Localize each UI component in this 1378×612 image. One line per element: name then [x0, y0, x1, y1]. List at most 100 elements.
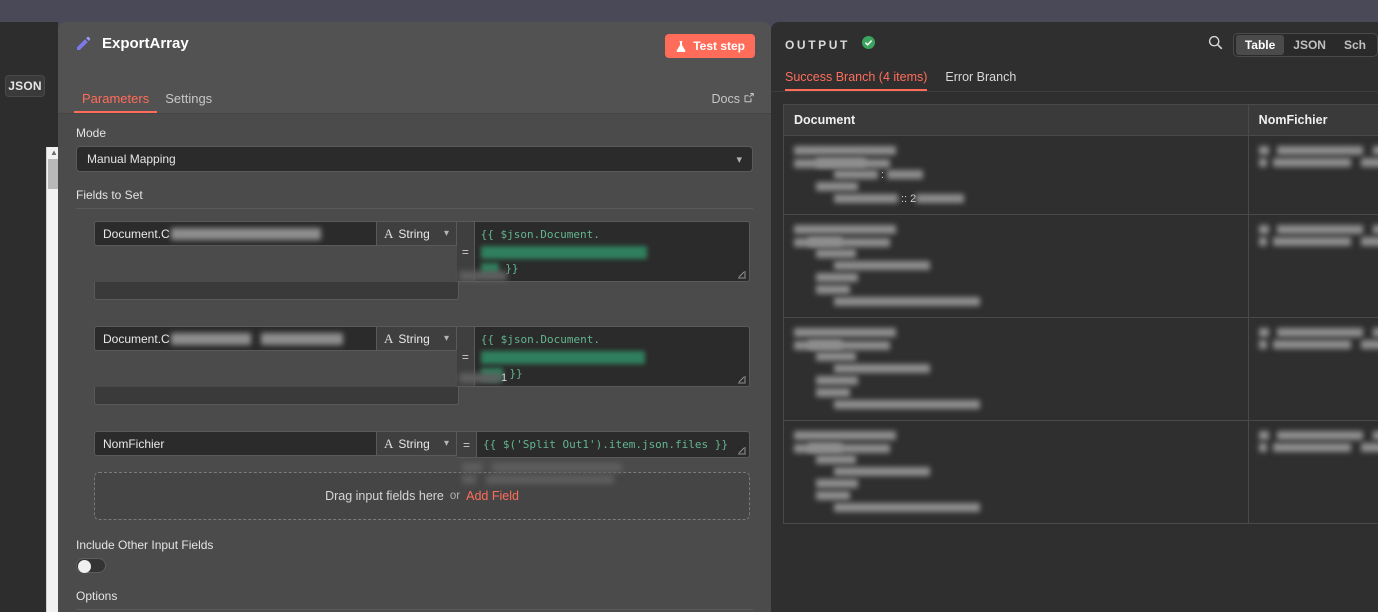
- redacted-text: [794, 248, 1238, 259]
- redacted-text: [1258, 157, 1378, 168]
- node-title: ExportArray: [102, 34, 189, 52]
- field-hint: [459, 267, 507, 285]
- divider: [76, 208, 753, 209]
- redacted-text: [794, 399, 1238, 410]
- field-type-select[interactable]: A String ▾: [377, 221, 457, 246]
- view-mode-schema[interactable]: Sch: [1343, 38, 1366, 52]
- redacted-text: [794, 236, 1238, 247]
- expression-prefix: {{ $json.Document.: [480, 333, 600, 346]
- redacted-text: [794, 454, 1238, 465]
- node-title-row: ExportArray: [58, 22, 771, 52]
- mode-select[interactable]: Manual Mapping ▾: [76, 146, 753, 172]
- field-name-text: Document.C: [103, 226, 170, 241]
- equals-icon[interactable]: =: [457, 326, 475, 387]
- include-other-input-fields-label: Include Other Input Fields: [76, 538, 214, 552]
- field-type-select[interactable]: A String ▾: [377, 431, 457, 456]
- table-row[interactable]: 5.xml: [783, 214, 1378, 318]
- add-field-button[interactable]: Add Field: [466, 489, 519, 503]
- external-link-icon: [744, 92, 755, 106]
- options-label: Options: [76, 589, 118, 603]
- mode-value: Manual Mapping: [87, 152, 176, 166]
- redacted-text: [794, 181, 1238, 192]
- tab-settings[interactable]: Settings: [165, 91, 213, 106]
- chevron-down-icon: ▾: [443, 228, 449, 239]
- view-mode-table[interactable]: Table: [1235, 35, 1285, 55]
- redacted-text: [794, 260, 1238, 271]
- tab-error-branch[interactable]: Error Branch: [945, 70, 1017, 84]
- test-step-button[interactable]: Test step: [665, 34, 755, 58]
- redacted-text: [170, 227, 321, 240]
- drop-zone-text: Drag input fields here: [325, 489, 444, 503]
- redacted-text: [794, 430, 1238, 453]
- field-name-input-underrow[interactable]: [94, 387, 459, 405]
- output-title: OUTPUT: [785, 38, 850, 52]
- resize-handle-icon[interactable]: [737, 375, 746, 384]
- equals-icon[interactable]: =: [457, 221, 475, 282]
- divider: [76, 609, 753, 610]
- field-expression-editor[interactable]: {{ $('Split Out1').item.json.files }}: [477, 431, 750, 458]
- redacted-expression: [480, 350, 645, 364]
- field-row: Document.C A String ▾ = {{ $json.Documen…: [94, 221, 750, 300]
- redacted-text: [794, 224, 1238, 247]
- field-name-input[interactable]: Document.C: [94, 326, 377, 351]
- string-type-icon: A: [384, 435, 394, 451]
- field-expression-editor[interactable]: {{ $json.Document. }}: [474, 326, 750, 387]
- redacted-text: [794, 478, 1238, 489]
- node-settings-panel: ExportArray Test step Parameters Setting…: [58, 22, 771, 612]
- chevron-down-icon: ▾: [443, 333, 449, 344]
- redacted-text: :: 2: [794, 193, 1238, 205]
- field-name-input[interactable]: Document.C: [94, 221, 377, 246]
- json-view-button[interactable]: JSON: [5, 75, 45, 97]
- view-mode-json[interactable]: JSON: [1293, 38, 1326, 52]
- table-row[interactable]: .xml: [783, 317, 1378, 421]
- redacted-text: [794, 375, 1238, 386]
- resize-handle-icon[interactable]: [737, 446, 746, 455]
- tab-success-branch[interactable]: Success Branch (4 items): [785, 70, 927, 91]
- redacted-text: [794, 466, 1238, 477]
- cell-nomfichier: .xml: [1247, 420, 1378, 524]
- field-name-input[interactable]: NomFichier: [94, 431, 377, 456]
- cell-document: [783, 317, 1249, 421]
- field-expression-editor[interactable]: {{ $json.Document. }}: [474, 221, 750, 282]
- scroll-up-arrow-icon[interactable]: ▲: [50, 148, 58, 157]
- scrollbar-thumb[interactable]: [48, 159, 60, 189]
- redacted-text: [794, 327, 1238, 350]
- table-row[interactable]: .xml: [783, 420, 1378, 524]
- redacted-text: [170, 332, 251, 345]
- equals-icon[interactable]: =: [457, 431, 477, 458]
- search-icon[interactable]: [1208, 35, 1223, 55]
- redacted-text: [486, 475, 615, 485]
- column-header-nomfichier[interactable]: NomFichier: [1247, 104, 1378, 136]
- output-header: OUTPUT Table JSON Sch: [771, 22, 1378, 62]
- field-type-value: String: [398, 226, 430, 241]
- redacted-text: [462, 463, 482, 473]
- drop-zone[interactable]: Drag input fields here or Add Field: [94, 472, 750, 520]
- cell-document: [783, 214, 1249, 318]
- cell-nomfichier: 5.xml: [1247, 214, 1378, 318]
- docs-link[interactable]: Docs: [712, 92, 755, 106]
- field-hint-suffix: 1: [501, 372, 508, 384]
- redacted-expression: [480, 245, 647, 259]
- left-scrollbar[interactable]: ▲: [46, 147, 60, 612]
- node-panel-header: ExportArray Test step: [58, 22, 771, 84]
- tab-parameters[interactable]: Parameters: [74, 91, 157, 113]
- output-table-wrap: Document NomFichier :::25.xml.xml.xml: [771, 92, 1378, 524]
- redacted-text: [794, 363, 1238, 374]
- drop-zone-or: or: [449, 490, 461, 502]
- table-row[interactable]: ::: 2: [783, 135, 1378, 215]
- cell-document: ::: 2: [783, 135, 1249, 215]
- field-row: Document.C A String ▾ = {{ $json.Documen…: [94, 326, 750, 405]
- redacted-text: 5.xml: [1258, 224, 1378, 235]
- chevron-down-icon: ▾: [736, 153, 742, 166]
- redacted-text: :: [794, 169, 1238, 181]
- resize-handle-icon[interactable]: [737, 270, 746, 279]
- output-view-mode-switch: Table JSON Sch: [1232, 33, 1378, 57]
- redacted-text: [1258, 145, 1378, 156]
- field-row: NomFichier A String ▾ = {{ $('Split Out1…: [94, 431, 750, 485]
- field-name-input-underrow[interactable]: [94, 282, 459, 300]
- expression-prefix: {{ $json.Document.: [480, 228, 600, 241]
- column-header-document[interactable]: Document: [783, 104, 1249, 136]
- field-type-select[interactable]: A String ▾: [377, 326, 457, 351]
- include-other-input-fields-toggle[interactable]: [76, 558, 106, 573]
- cell-nomfichier: .xml: [1247, 317, 1378, 421]
